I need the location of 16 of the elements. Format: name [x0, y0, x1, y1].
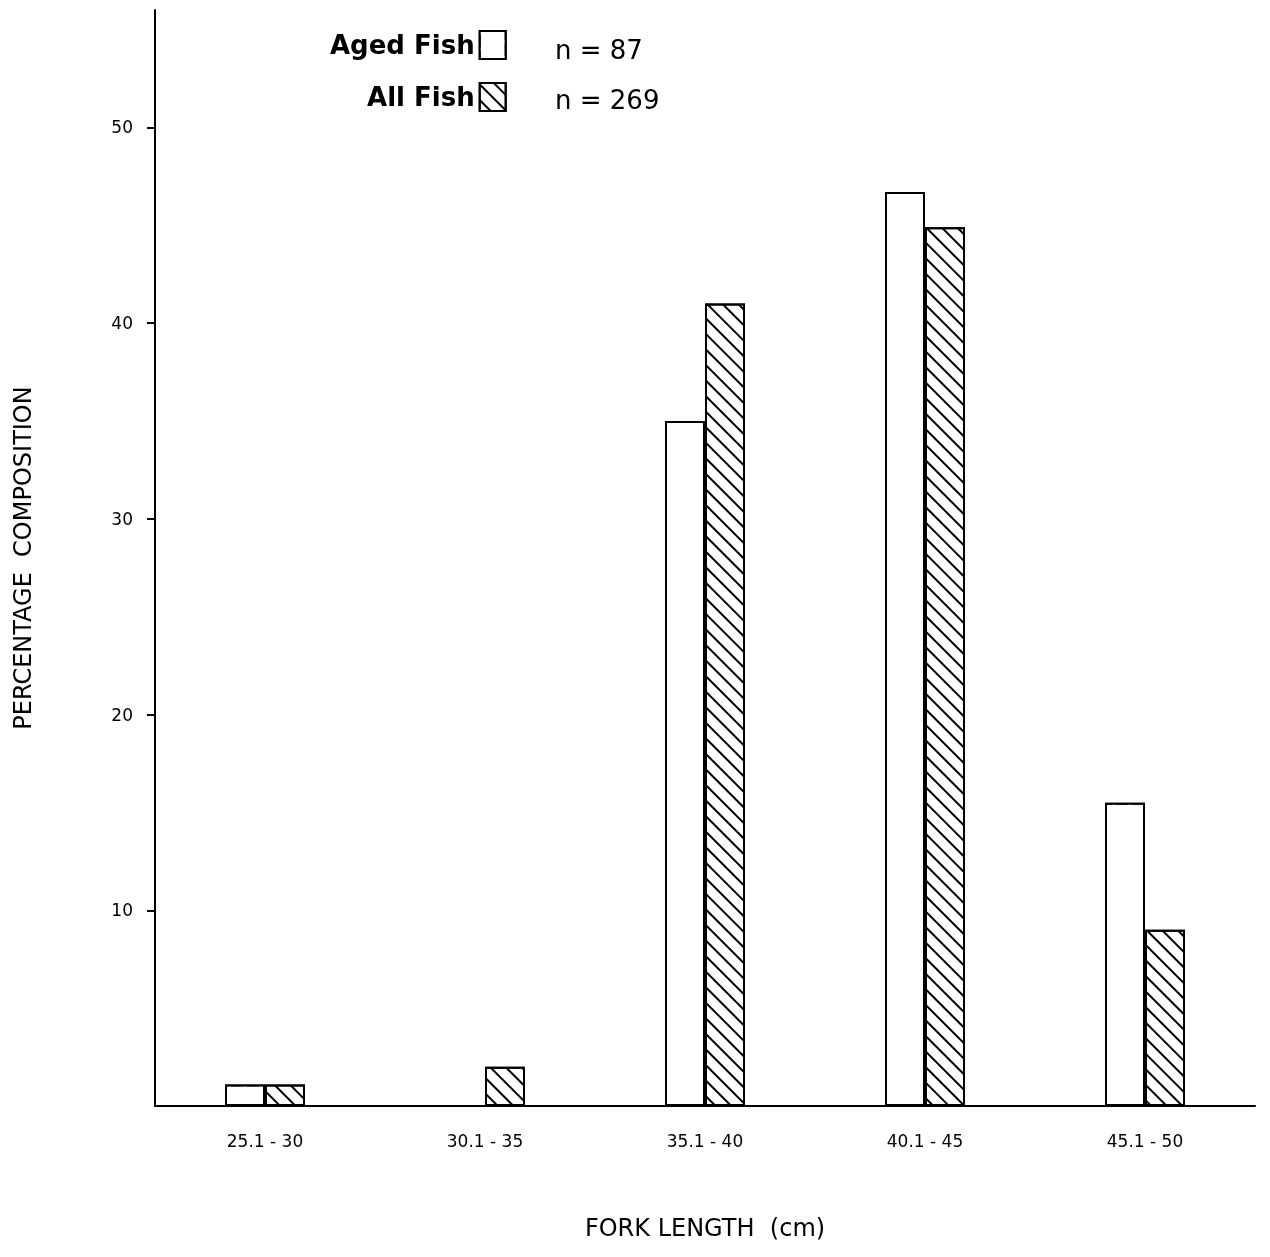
x-axis-title: FORK LENGTH (cm): [584, 1214, 826, 1242]
legend-label: Aged Fish: [329, 30, 475, 60]
x-tick-label: 25.1 - 30: [226, 1130, 304, 1151]
annotation: n = 269: [555, 85, 660, 115]
y-tick-label: 20: [111, 704, 133, 725]
legend-label: All Fish: [367, 82, 475, 112]
y-tick-label: 50: [111, 117, 133, 138]
y-tick-label: 40: [111, 313, 133, 334]
x-tick-label: 35.1 - 40: [666, 1130, 744, 1151]
x-tick-label: 40.1 - 45: [886, 1130, 964, 1151]
y-tick-label: 10: [111, 900, 133, 921]
x-tick-label: 30.1 - 35: [446, 1130, 524, 1151]
x-tick-label: 45.1 - 50: [1106, 1130, 1184, 1151]
annotation: n = 87: [555, 35, 643, 65]
y-tick-label: 30: [111, 508, 133, 529]
y-axis-title: PERCENTAGE COMPOSITION: [9, 386, 37, 730]
